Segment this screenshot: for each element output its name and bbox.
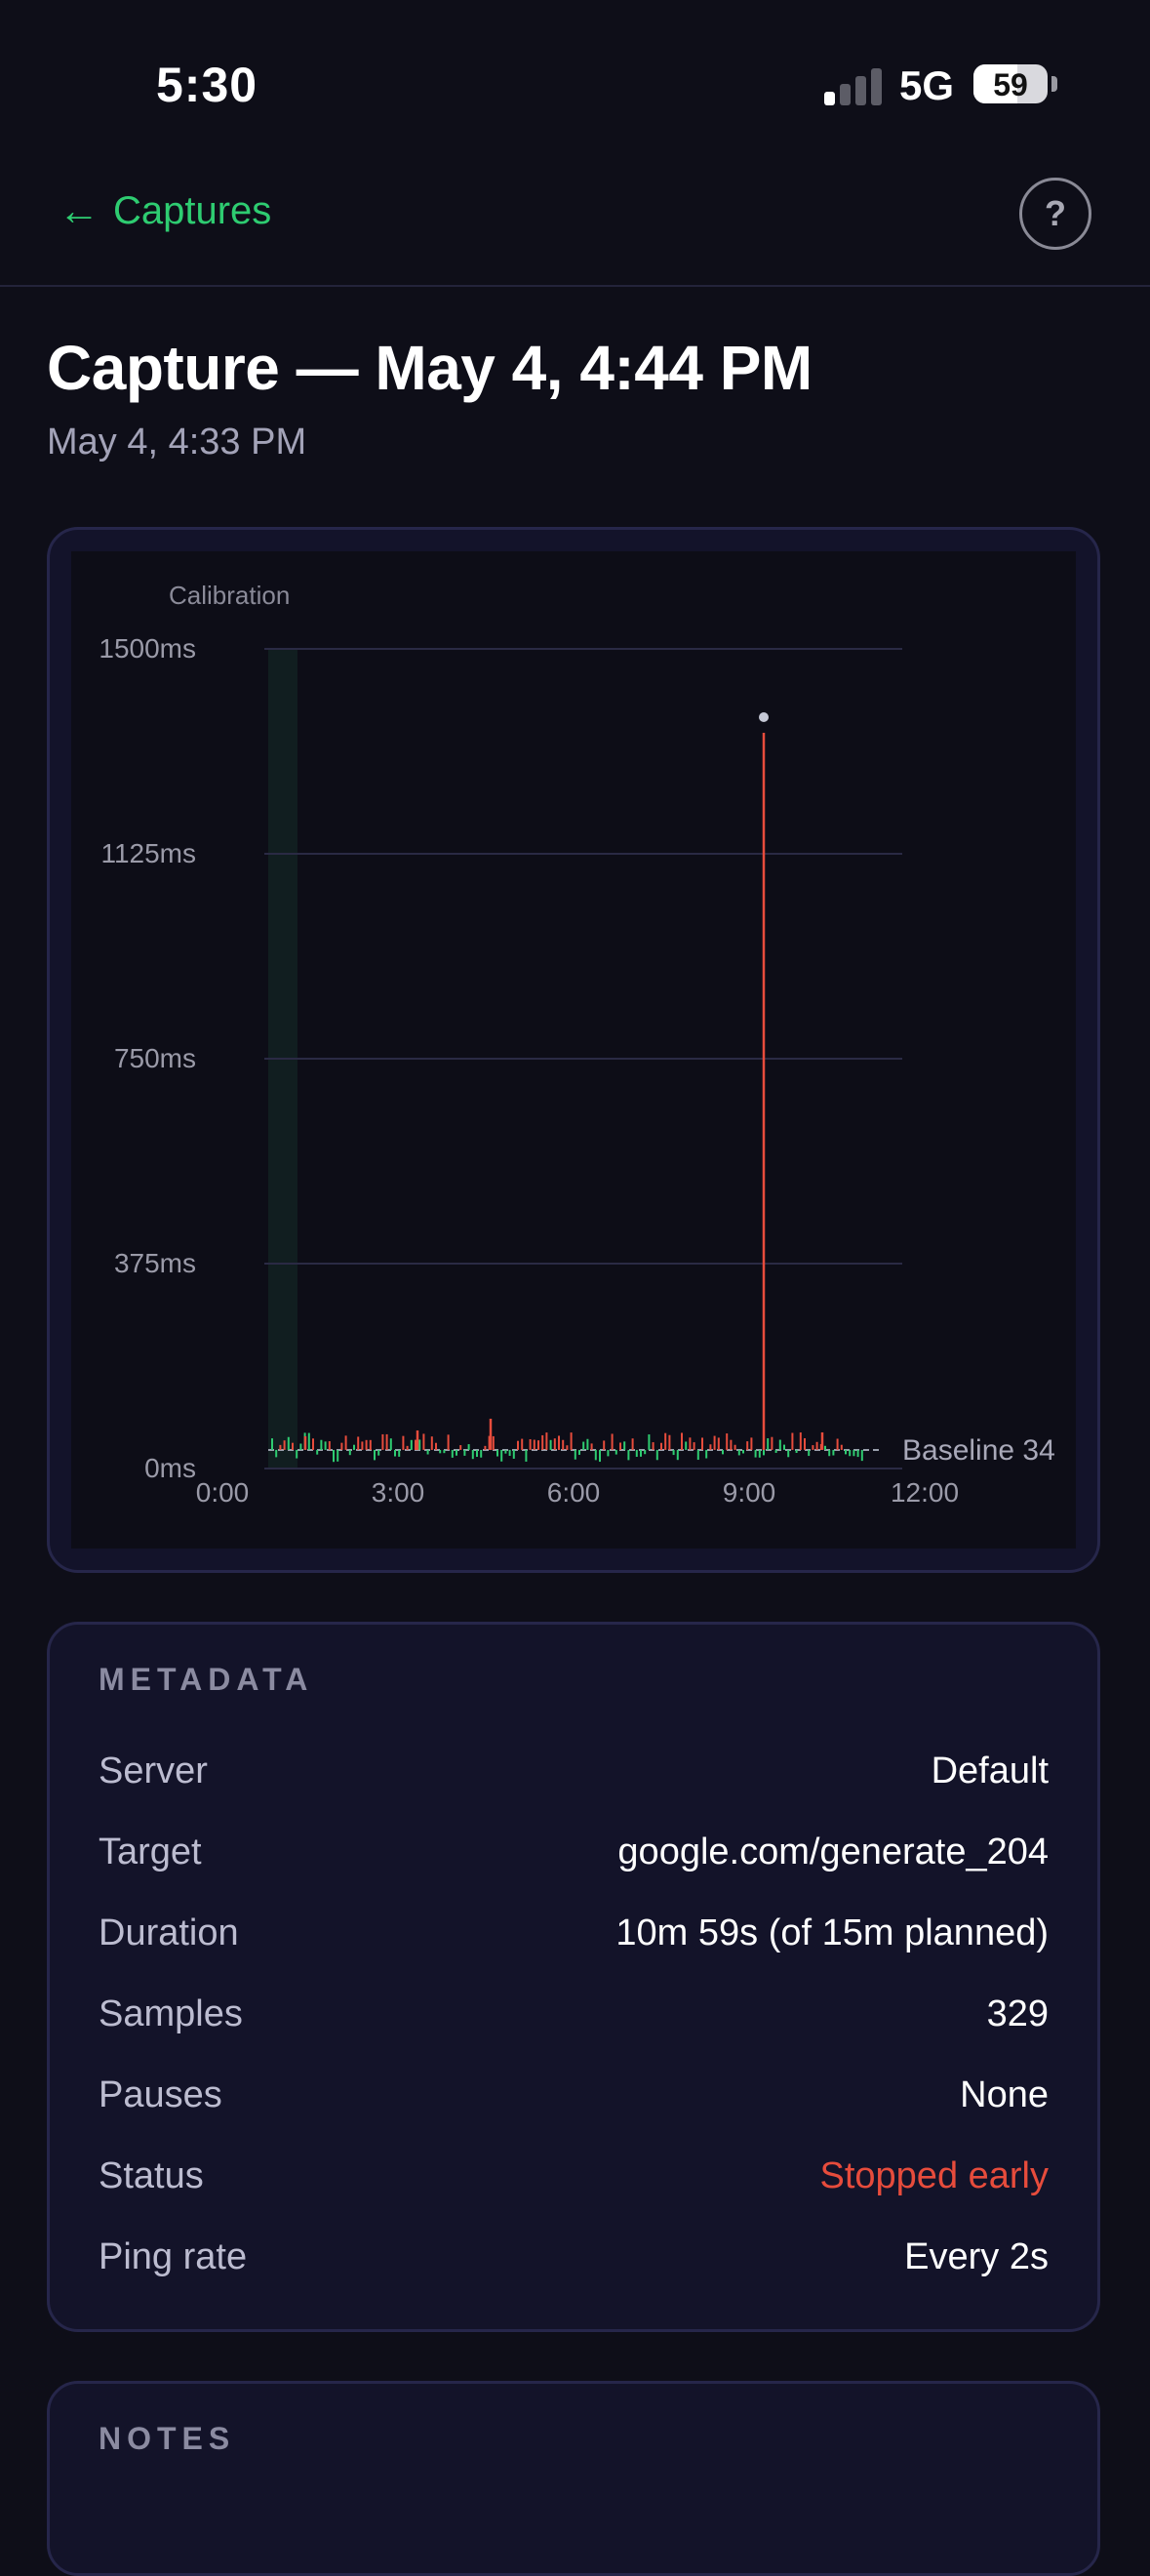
cellular-signal-icon	[824, 66, 883, 105]
x-tick-label: 12:00	[891, 1477, 959, 1508]
network-type: 5G	[899, 62, 955, 108]
battery-level: 59	[993, 67, 1028, 102]
x-tick-label: 3:00	[372, 1477, 425, 1508]
metadata-value: google.com/generate_204	[617, 1831, 1049, 1872]
metadata-key: Samples	[99, 1992, 243, 2034]
metadata-row-server: Server Default	[99, 1742, 1049, 1800]
metadata-key: Pauses	[99, 2073, 222, 2115]
metadata-value: Every 2s	[904, 2235, 1049, 2277]
status-value: Stopped early	[819, 2154, 1050, 2196]
page-title: Capture — May 4, 4:44 PM	[47, 333, 813, 403]
chart-background	[71, 551, 1076, 1549]
metadata-row-ping-rate: Ping rate Every 2s	[99, 2228, 1049, 2286]
metadata-value: 329	[986, 1992, 1049, 2034]
x-tick-label: 0:00	[196, 1477, 250, 1508]
y-tick-label: 750ms	[114, 1043, 196, 1073]
latency-chart[interactable]: Calibration 1500ms 1125ms 750ms 375ms 0ms0:00…	[71, 551, 1076, 1549]
metadata-row-pauses: Pauses None	[99, 2066, 1049, 2124]
baseline-label: Baseline 34	[902, 1434, 1055, 1467]
metadata-value: Default	[931, 1750, 1049, 1791]
page-subtitle: May 4, 4:33 PM	[47, 422, 307, 463]
calibration-label: Calibration	[169, 581, 290, 610]
latency-spike-point	[759, 712, 769, 722]
metadata-key: Status	[99, 2154, 204, 2196]
y-tick-label: 375ms	[114, 1248, 196, 1278]
battery-icon: 59	[973, 64, 1048, 103]
metadata-key: Target	[99, 1831, 202, 1872]
metadata-card: METADATA Server Default Target google.co…	[47, 1622, 1100, 2332]
notes-card: NOTES	[47, 2381, 1100, 2576]
x-tick-label: 6:00	[547, 1477, 601, 1508]
status-bar: 5:30 5G 59	[0, 0, 1150, 156]
back-arrow-icon: ←	[59, 187, 99, 233]
y-tick-label: 1125ms	[100, 838, 196, 868]
metadata-value: None	[960, 2073, 1049, 2115]
metadata-key: Ping rate	[99, 2235, 248, 2277]
battery-nub	[1051, 76, 1057, 92]
metadata-row-duration: Duration 10m 59s (of 15m planned)	[99, 1904, 1049, 1962]
metadata-heading: METADATA	[99, 1662, 314, 1697]
help-icon: ?	[1045, 193, 1066, 233]
status-time: 5:30	[156, 58, 258, 112]
help-button[interactable]: ?	[1019, 178, 1091, 250]
metadata-row-status: Status Stopped early	[99, 2147, 1049, 2205]
notes-heading: NOTES	[99, 2421, 236, 2456]
y-tick-label: 1500ms	[99, 633, 196, 664]
metadata-row-samples: Samples 329	[99, 1985, 1049, 2043]
metadata-key: Duration	[99, 1912, 239, 1953]
y-tick-label: 0ms	[144, 1453, 196, 1483]
nav-bar: ← Captures ?	[0, 156, 1150, 287]
metadata-value: 10m 59s (of 15m planned)	[615, 1912, 1049, 1953]
x-tick-label: 9:00	[723, 1477, 776, 1508]
metadata-row-target: Target google.com/generate_204	[99, 1823, 1049, 1881]
back-label: Captures	[113, 188, 272, 232]
metadata-key: Server	[99, 1750, 208, 1791]
back-button[interactable]: ← Captures	[59, 187, 271, 234]
latency-chart-card: Calibration 1500ms 1125ms 750ms 375ms 0ms 0:00…	[47, 527, 1100, 1573]
